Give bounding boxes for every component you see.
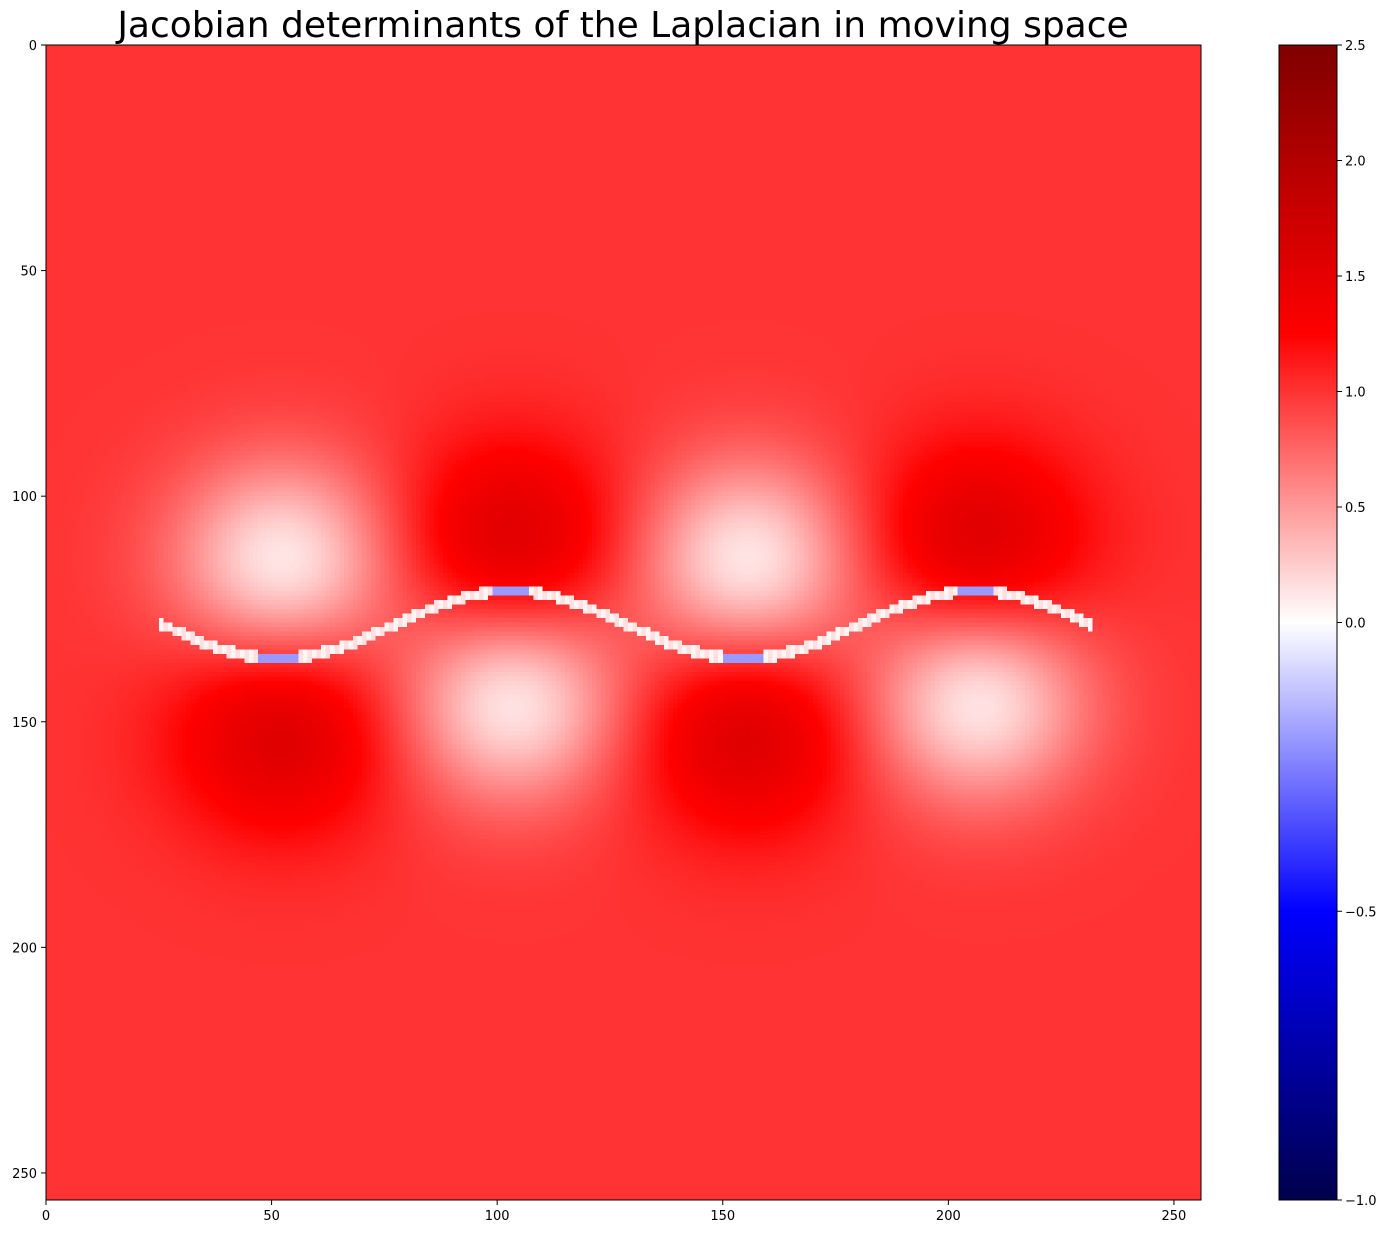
x-tick-label: 0	[42, 1209, 50, 1224]
x-tick-label: 50	[263, 1209, 280, 1224]
colorbar-tick-label: −0.5	[1345, 905, 1377, 920]
y-tick-label: 150	[12, 716, 37, 731]
x-tick-label: 200	[936, 1209, 961, 1224]
colorbar: 2.5 2.0 1.5 1.0 0.5 0.0 −0.5 −1.0	[1278, 39, 1377, 1209]
chart-title: Jacobian determinants of the Laplacian i…	[115, 5, 1128, 46]
plot-frame	[45, 44, 1202, 1201]
y-tick-label: 200	[12, 941, 37, 956]
colorbar-tick-label: 2.0	[1345, 155, 1366, 170]
colorbar-tick-label: 0.5	[1345, 501, 1366, 516]
colorbar-ticks: 2.5 2.0 1.5 1.0 0.5 0.0 −0.5 −1.0	[1337, 39, 1377, 1209]
colorbar-tick-label: 0.0	[1345, 617, 1366, 632]
heatmap-image	[46, 45, 1201, 1200]
plot-area	[45, 44, 1202, 1201]
y-axis: 0 50 100 150 200 250	[12, 39, 46, 1182]
colorbar-fill	[1279, 45, 1337, 1200]
colorbar-tick-label: −1.0	[1345, 1194, 1377, 1209]
y-tick-label: 0	[29, 39, 37, 54]
y-tick-label: 250	[12, 1167, 37, 1182]
x-tick-label: 250	[1162, 1209, 1187, 1224]
colorbar-tick-label: 1.0	[1345, 386, 1366, 401]
x-tick-label: 100	[485, 1209, 510, 1224]
y-tick-label: 100	[12, 490, 37, 505]
x-axis: 0 50 100 150 200 250	[42, 1200, 1186, 1224]
colorbar-tick-label: 2.5	[1345, 39, 1366, 54]
x-tick-label: 150	[710, 1209, 735, 1224]
colorbar-tick-label: 1.5	[1345, 270, 1366, 285]
y-tick-label: 50	[20, 265, 37, 280]
